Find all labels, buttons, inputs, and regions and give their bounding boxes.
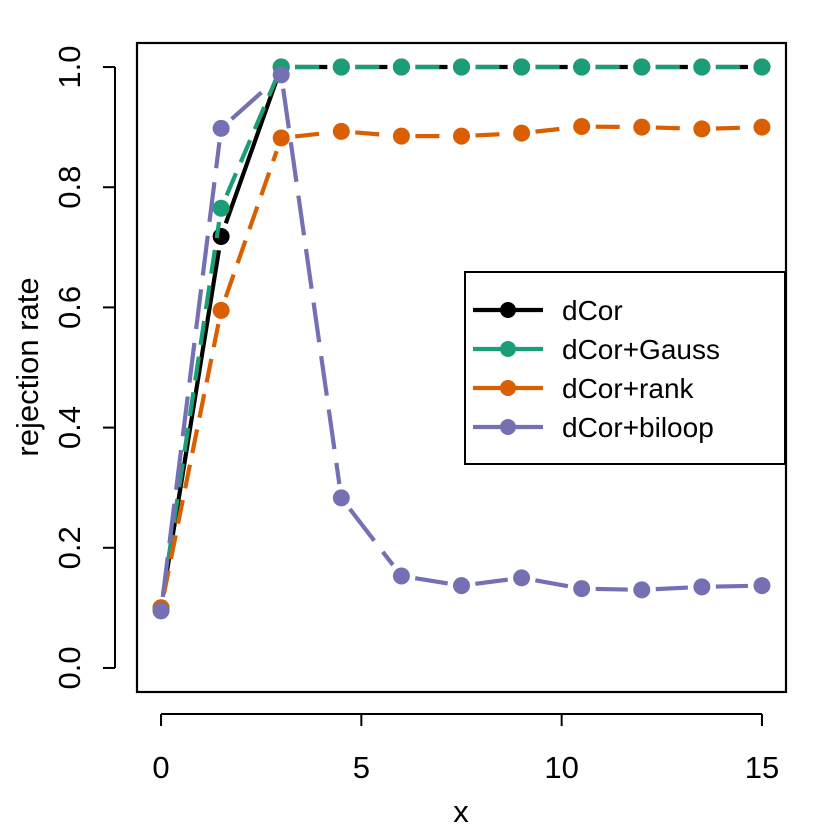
data-point [392, 127, 410, 145]
data-point [693, 578, 711, 596]
legend-marker [500, 419, 516, 435]
data-point [272, 66, 290, 84]
legend-box [464, 271, 786, 465]
data-point [633, 581, 651, 599]
y-tick-label: 0.2 [52, 526, 87, 569]
series-line-segment [414, 576, 449, 586]
y-tick-label: 1.0 [52, 45, 87, 88]
x-tick-label: 5 [353, 750, 370, 785]
legend-marker [500, 341, 516, 357]
data-point [332, 489, 350, 507]
series-line-segment [475, 577, 508, 586]
data-point [332, 122, 350, 140]
data-point [212, 301, 230, 319]
series-line-segment [294, 130, 328, 139]
data-point [272, 129, 290, 147]
y-tick-label: 0.0 [52, 646, 87, 689]
series-dcor-biloop [152, 66, 771, 620]
data-point [513, 58, 531, 76]
data-point [212, 119, 230, 137]
data-point [212, 199, 230, 217]
data-point [753, 58, 771, 76]
data-point [633, 118, 651, 136]
series-line-segment [348, 507, 395, 567]
series-line-segment [595, 586, 628, 592]
series-line-segment [535, 125, 568, 134]
legend-marker [500, 302, 516, 318]
axis-layer: 0 5 10 15 0.0 0.2 0.4 0.6 0.8 1.0 [52, 45, 779, 785]
data-point [693, 58, 711, 76]
legend-marker [500, 380, 516, 396]
y-tick-label: 0.8 [52, 166, 87, 209]
series-line-segment [655, 585, 688, 592]
legend-label: dCor+Gauss [562, 334, 720, 365]
y-tick-label: 0.4 [52, 406, 87, 449]
data-point [392, 58, 410, 76]
x-tick-label: 10 [544, 750, 578, 785]
series-line-segment [355, 130, 388, 138]
series-line-segment [223, 79, 279, 225]
series-line-segment [715, 583, 749, 589]
data-point [573, 118, 591, 136]
data-point [332, 58, 350, 76]
data-point [573, 580, 591, 598]
data-point [392, 567, 410, 585]
legend-label: dCor+biloop [562, 412, 714, 443]
legend: dCor dCor+Gauss dCor+rank dCor+biloop [464, 271, 786, 465]
x-tick-label: 0 [152, 750, 169, 785]
series-line-segment [715, 125, 749, 131]
x-tick-label: 15 [745, 750, 779, 785]
series-line-segment [534, 578, 569, 589]
data-point [753, 577, 771, 595]
data-point [453, 58, 470, 76]
series-line-segment [161, 221, 222, 595]
series-line-segment [655, 125, 688, 131]
data-point [693, 120, 711, 138]
data-point [152, 602, 170, 620]
series-line-segment [230, 82, 273, 121]
series-line-segment [475, 131, 508, 138]
series-layer [152, 58, 771, 620]
y-axis-label: rejection rate [10, 277, 45, 456]
series-line-segment [161, 323, 221, 595]
data-point [453, 127, 470, 145]
legend-label: dCor [562, 295, 623, 326]
legend-label: dCor+rank [562, 373, 695, 404]
y-tick-label: 0.6 [52, 286, 87, 329]
series-line-segment [224, 79, 278, 197]
data-point [633, 58, 651, 76]
data-point [513, 569, 531, 587]
data-point [513, 124, 531, 142]
x-axis-label: x [453, 794, 469, 829]
data-point [453, 577, 470, 595]
series-line-segment [281, 88, 342, 485]
data-point [573, 58, 591, 76]
data-point [753, 118, 771, 136]
series-line-segment [160, 141, 222, 598]
series-line-segment [223, 150, 279, 298]
